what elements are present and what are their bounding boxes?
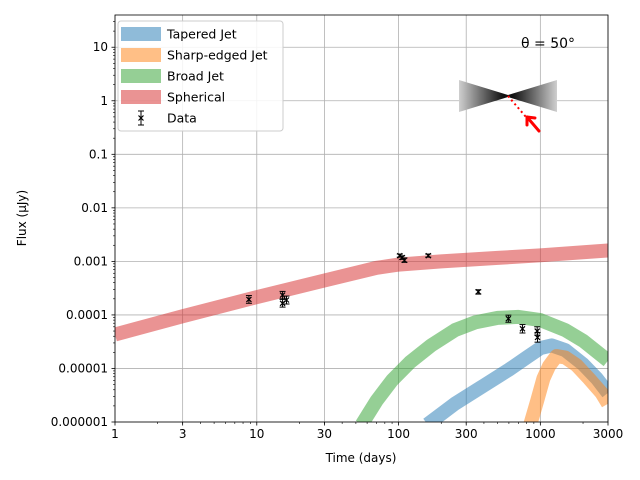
- x-marker: [505, 315, 512, 322]
- broad-jet-band: [355, 309, 608, 422]
- y-tick-label: 0.0001: [66, 308, 108, 322]
- x-tick-label: 1000: [525, 427, 556, 441]
- y-tick-label: 0.00001: [58, 361, 108, 375]
- data-point: [425, 252, 432, 259]
- x-tick-label: 100: [387, 427, 410, 441]
- x-axis-label: Time (days): [325, 451, 397, 465]
- legend-label-data: Data: [167, 111, 197, 126]
- data-point: [534, 331, 541, 343]
- legend-label-spherical: Spherical: [167, 90, 225, 105]
- legend-label-sharp-edged-jet: Sharp-edged Jet: [167, 48, 268, 63]
- data-point: [245, 295, 252, 304]
- data-point: [505, 314, 512, 323]
- x-tick-label: 3000: [593, 427, 624, 441]
- x-marker: [534, 334, 541, 341]
- legend-swatch-spherical: [121, 90, 161, 104]
- data-point: [283, 295, 290, 305]
- x-axis-ticks: 1 3 10 30 100 300 1000 3000: [111, 422, 623, 441]
- data-point: [519, 324, 526, 334]
- y-tick-label: 0.001: [74, 254, 108, 268]
- data-points: [245, 252, 541, 343]
- y-tick-label: 0.01: [81, 201, 108, 215]
- viewing-angle-annotation: θ = 50°: [521, 36, 575, 52]
- data-point: [279, 290, 286, 300]
- legend-swatch-sharp-edged-jet: [121, 48, 161, 62]
- legend-x-marker: [138, 115, 144, 121]
- x-tick-label: 300: [455, 427, 478, 441]
- y-tick-label: 0.1: [89, 147, 108, 161]
- y-tick-label: 1: [100, 94, 108, 108]
- legend-label-broad-jet: Broad Jet: [167, 69, 224, 84]
- x-tick-label: 3: [179, 427, 187, 441]
- plot-frame: [114, 14, 609, 423]
- y-axis-label: Flux (μJy): [15, 190, 29, 246]
- x-tick-label: 10: [249, 427, 264, 441]
- x-marker: [519, 325, 526, 332]
- data-point: [401, 257, 408, 264]
- x-marker: [283, 297, 290, 303]
- x-marker: [475, 288, 482, 295]
- model-bands: [115, 243, 608, 422]
- x-tick-label: 30: [317, 427, 332, 441]
- legend-swatch-broad-jet: [121, 69, 161, 83]
- sharp-edged-jet-band: [523, 349, 608, 422]
- legend-swatch-tapered-jet: [121, 27, 161, 41]
- y-tick-label: 0.000001: [51, 415, 108, 429]
- x-tick-label: 1: [111, 427, 119, 441]
- line-of-sight-arrow-icon: [525, 115, 541, 133]
- legend-swatch-data: [138, 110, 144, 126]
- jet-orientation-inset: θ = 50°: [459, 36, 575, 133]
- x-marker: [279, 292, 286, 298]
- x-marker: [425, 252, 432, 259]
- data-point: [475, 288, 482, 295]
- y-axis-ticks: 10 1 0.1 0.01 0.001 0.0001 0.00001 0.000001: [51, 21, 115, 429]
- spherical-band: [115, 243, 608, 342]
- y-tick-label: 10: [93, 40, 108, 54]
- x-marker: [245, 296, 252, 303]
- x-marker: [401, 257, 408, 264]
- legend-label-tapered-jet: Tapered Jet: [166, 27, 237, 42]
- legend: Tapered Jet Sharp-edged Jet Broad Jet Spher…: [117, 20, 284, 132]
